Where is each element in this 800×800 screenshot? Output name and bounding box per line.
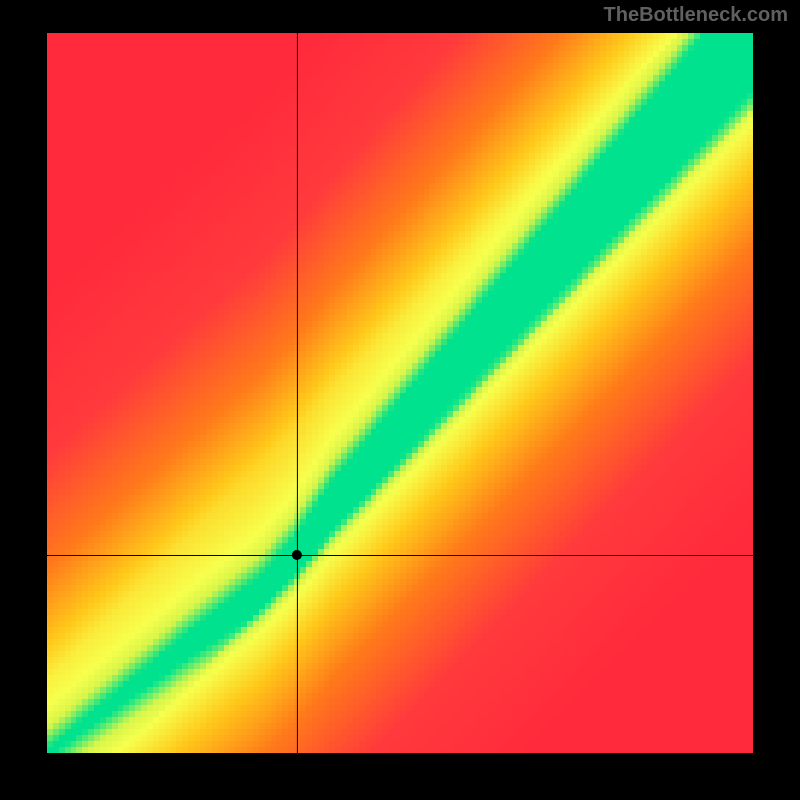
- attribution-text: TheBottleneck.com: [604, 4, 788, 27]
- heatmap-plot: [47, 33, 753, 753]
- heatmap-canvas: [47, 33, 753, 753]
- figure-container: TheBottleneck.com: [0, 0, 800, 800]
